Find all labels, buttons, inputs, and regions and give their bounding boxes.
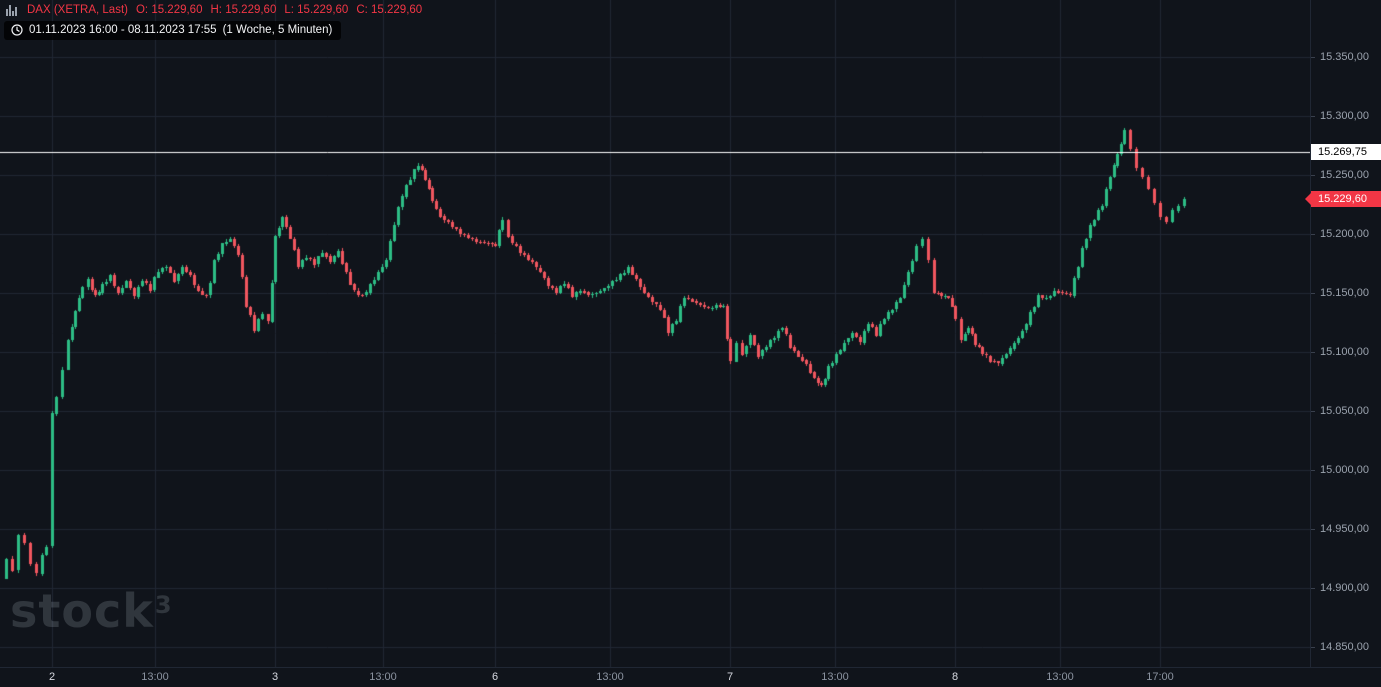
price-axis-label: 15.250,00 <box>1311 169 1369 181</box>
price-axis-label: 14.950,00 <box>1311 523 1369 535</box>
ohlc-high: H: 15.229,60 <box>210 4 277 16</box>
clock-icon <box>11 24 23 36</box>
price-axis[interactable]: 15.269,75 15.229,60 15.350,00 15.300,00 15… <box>1305 0 1381 667</box>
price-chart-canvas[interactable] <box>0 0 1310 667</box>
price-axis-label: 15.150,00 <box>1311 287 1369 299</box>
instrument-icon <box>6 4 17 16</box>
date-range-badge[interactable]: 01.11.2023 16:00 - 08.11.2023 17:55 (1 W… <box>4 21 342 40</box>
time-axis-day-label: 3 <box>271 671 279 683</box>
date-range-text: 01.11.2023 16:00 - 08.11.2023 17:55 <box>29 24 217 36</box>
ohlc-open: O: 15.229,60 <box>135 4 203 16</box>
time-axis-day-label: 6 <box>491 671 499 683</box>
price-line-label[interactable]: 15.269,75 <box>1311 143 1381 160</box>
price-axis-label: 15.050,00 <box>1311 405 1369 417</box>
price-axis-label: 15.300,00 <box>1311 110 1369 122</box>
time-axis-label: 13:00 <box>369 671 397 683</box>
time-axis-label: 13:00 <box>596 671 624 683</box>
price-axis-label: 14.900,00 <box>1311 582 1369 594</box>
time-axis[interactable]: 2 13:00 3 13:00 6 13:00 7 13:00 8 13:00 17:00 <box>0 667 1381 687</box>
time-axis-label: 13:00 <box>1046 671 1074 683</box>
instrument-legend[interactable]: DAX (XETRA, Last) O: 15.229,60 H: 15.229… <box>6 4 422 16</box>
time-axis-day-label: 8 <box>951 671 959 683</box>
ohlc-close: C: 15.229,60 <box>356 4 423 16</box>
time-axis-label: 13:00 <box>141 671 169 683</box>
time-axis-day-label: 7 <box>726 671 734 683</box>
instrument-title: DAX (XETRA, Last) <box>27 4 128 16</box>
time-axis-label: 13:00 <box>821 671 849 683</box>
ohlc-low: L: 15.229,60 <box>284 4 349 16</box>
price-axis-label: 14.850,00 <box>1311 641 1369 653</box>
last-price-label: 15.229,60 <box>1305 191 1381 208</box>
price-axis-label: 15.000,00 <box>1311 464 1369 476</box>
time-axis-day-label: 2 <box>48 671 56 683</box>
price-axis-label: 15.100,00 <box>1311 346 1369 358</box>
price-axis-label: 15.200,00 <box>1311 228 1369 240</box>
time-axis-label: 17:00 <box>1146 671 1174 683</box>
interval-text: (1 Woche, 5 Minuten) <box>222 24 333 36</box>
price-axis-label: 15.350,00 <box>1311 51 1369 63</box>
